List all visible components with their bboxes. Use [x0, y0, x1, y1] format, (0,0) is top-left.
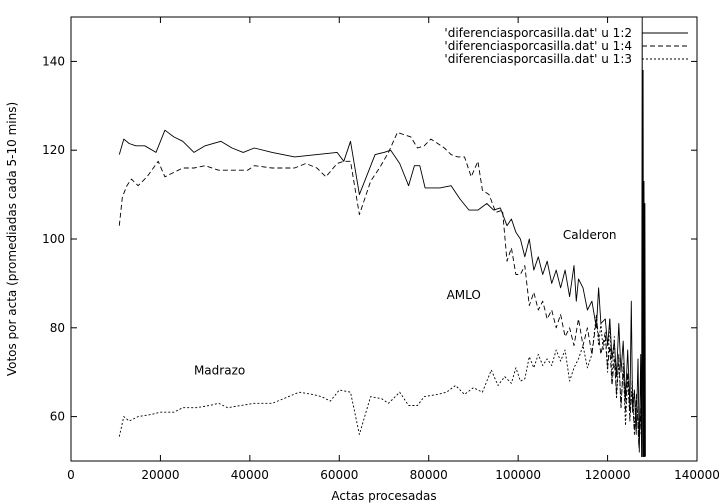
legend-label: 'diferenciasporcasilla.dat' u 1:2	[444, 26, 632, 40]
axis-ticks: 0 20000 40000 60000 80000 100000 120000 140000 6…	[42, 17, 720, 482]
x-tick-label: 60000	[320, 468, 358, 482]
y-tick-label: 120	[42, 143, 65, 157]
series-layer	[118, 17, 646, 458]
x-tick-label: 40000	[231, 468, 269, 482]
series-line-3	[118, 314, 642, 444]
y-tick-label: 140	[42, 54, 65, 68]
legend-label: 'diferenciasporcasilla.dat' u 1:4	[444, 39, 632, 53]
annotation-calderon: Calderon	[563, 228, 617, 242]
y-axis-label: Votos por acta (promediadas cada 5-10 mi…	[5, 102, 19, 376]
annotation-amlo: AMLO	[447, 288, 481, 302]
x-tick-label: 100000	[495, 468, 541, 482]
x-tick-label: 80000	[410, 468, 448, 482]
y-tick-label: 80	[50, 321, 65, 335]
series-line-2	[118, 131, 642, 449]
y-tick-label: 100	[42, 232, 65, 246]
x-tick-label: 120000	[585, 468, 631, 482]
series-line-1	[118, 17, 646, 458]
x-tick-label: 140000	[674, 468, 720, 482]
legend-label: 'diferenciasporcasilla.dat' u 1:3	[444, 52, 632, 66]
annotation-madrazo: Madrazo	[194, 363, 245, 377]
y-tick-label: 60	[50, 410, 65, 424]
x-axis-label: Actas procesadas	[331, 489, 436, 503]
x-tick-label: 20000	[141, 468, 179, 482]
legend: 'diferenciasporcasilla.dat' u 1:2'difere…	[444, 26, 688, 66]
annotations: Calderon AMLO Madrazo	[194, 228, 617, 377]
x-tick-label: 0	[67, 468, 75, 482]
